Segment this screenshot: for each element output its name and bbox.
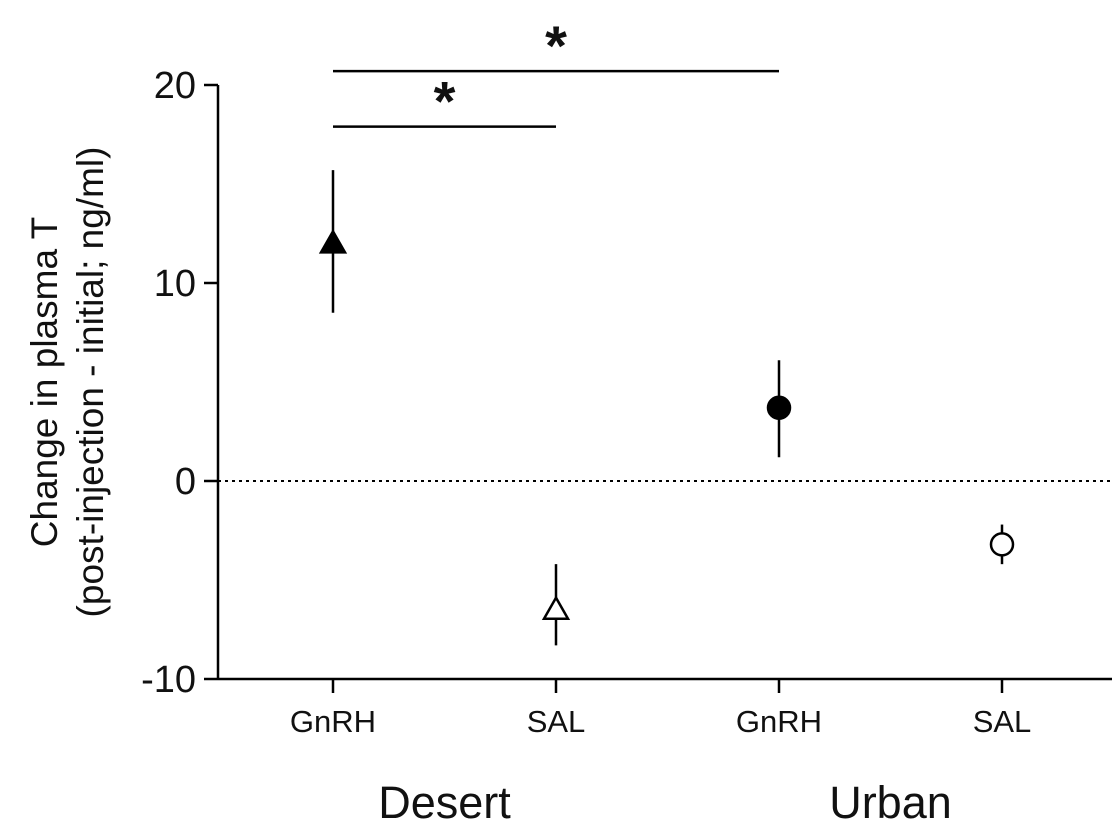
group-label: Desert <box>378 777 511 828</box>
group-label: Urban <box>829 777 952 828</box>
data-point-circle <box>766 395 792 420</box>
data-point-triangle <box>541 595 571 620</box>
category-label: SAL <box>527 704 586 739</box>
y-tick-label: -10 <box>141 659 196 701</box>
y-tick-label: 10 <box>154 263 196 305</box>
data-point-circle <box>989 532 1015 557</box>
y-tick-label: 0 <box>175 461 196 503</box>
category-label: GnRH <box>290 704 376 739</box>
category-label: GnRH <box>736 704 822 739</box>
y-tick-label: 20 <box>154 65 196 107</box>
y-axis-label: Change in plasma T <box>24 217 65 547</box>
y-axis-label-units: (post-injection - initial; ng/ml) <box>70 147 111 618</box>
significance-star: * <box>545 14 567 77</box>
data-point-triangle <box>318 228 348 254</box>
category-label: SAL <box>973 704 1032 739</box>
significance-star: * <box>434 70 456 133</box>
plot-area: -10 0 10 20 GnRH SAL GnRH SAL Desert Urban Change … <box>24 14 1112 828</box>
